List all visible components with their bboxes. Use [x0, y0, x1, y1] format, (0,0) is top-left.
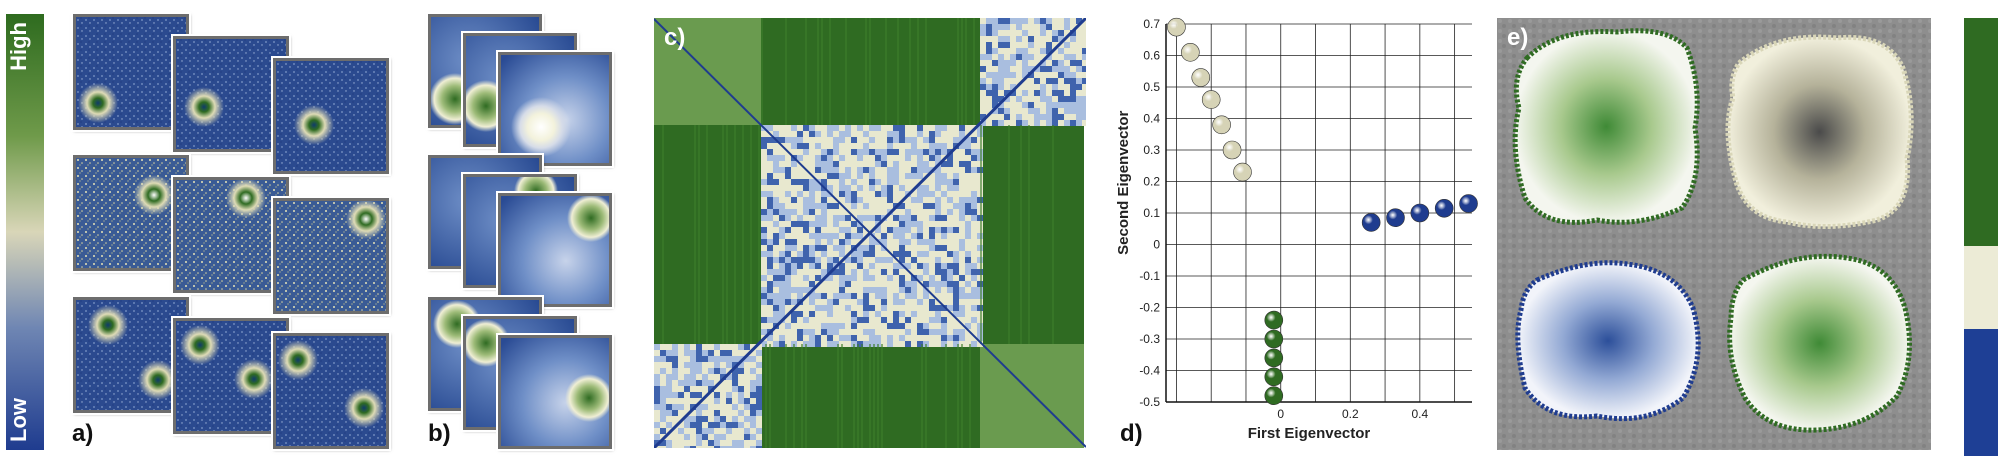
- scatter-point: [1222, 140, 1242, 160]
- scatter-point: [1264, 386, 1284, 406]
- y-tick-label: 0.3: [1143, 143, 1160, 157]
- green-cluster-blob: [1727, 253, 1912, 433]
- scatter-point: [1410, 203, 1430, 223]
- colorbar-high-label: High: [6, 22, 31, 71]
- scatter-point: [1264, 367, 1284, 387]
- cluster-color-legend-bar: [1964, 18, 1998, 456]
- y-tick-label: -0.3: [1139, 332, 1160, 346]
- eigenvector-scatter-plot: 0.7 0.6 0.5 0.4 0.3 0.2 0.1 0 -0.1 -0.2 -0.3 -0.4 -0…: [1115, 17, 1478, 442]
- x-axis-title: First Eigenvector: [1248, 425, 1371, 442]
- scatter-point: [1191, 68, 1211, 87]
- y-tick-label: 0.4: [1143, 112, 1160, 126]
- panel-b-thumbnail: [498, 335, 612, 449]
- y-tick-label: -0.5: [1139, 395, 1160, 409]
- panel-a-thumbnail: [73, 14, 189, 130]
- x-tick-label: 0.2: [1342, 407, 1359, 421]
- scatter-point: [1264, 348, 1284, 368]
- scatter-point: [1264, 310, 1284, 330]
- y-tick-label: 0: [1153, 238, 1160, 252]
- panel-a-thumbnail: [173, 36, 289, 152]
- y-tick-label: 0.6: [1143, 49, 1160, 63]
- scatter-point: [1167, 17, 1186, 37]
- scatter-point: [1233, 162, 1252, 182]
- scatter-point: [1459, 194, 1478, 213]
- x-tick-label: 0.4: [1411, 407, 1428, 421]
- y-tick-label: -0.2: [1139, 301, 1160, 315]
- panel-a-thumbnail: [73, 155, 189, 271]
- grid: [1165, 23, 1472, 403]
- panel-e-segmentation: e): [1497, 18, 1931, 450]
- panel-a-thumbnail: [273, 198, 389, 314]
- panel-b-thumbnail: [498, 52, 612, 166]
- scatter-point: [1386, 208, 1405, 228]
- legend-bar-segment: [1964, 246, 1998, 329]
- panel-a-label: a): [72, 420, 94, 447]
- panel-d-scatter: 0.7 0.6 0.5 0.4 0.3 0.2 0.1 0 -0.1 -0.2 -0.3 -0.4 -0…: [1104, 10, 1484, 460]
- panel-c-label: c): [664, 24, 686, 51]
- panel-d-label: d): [1120, 420, 1143, 447]
- panel-a-thumbnail: [73, 297, 189, 413]
- scatter-point: [1361, 213, 1381, 232]
- panel-c-similarity-matrix: c): [652, 16, 1088, 452]
- scatter-point: [1201, 90, 1221, 109]
- y-tick-label: 0.5: [1143, 80, 1160, 94]
- y-tick-label: -0.1: [1139, 269, 1160, 283]
- y-tick-label: 0.2: [1143, 175, 1160, 189]
- scatter-point: [1434, 198, 1454, 218]
- similarity-matrix-image: [652, 16, 1088, 452]
- panel-a-thumbnail: [273, 58, 389, 174]
- panel-a-thumbnail: [273, 333, 389, 449]
- y-tick-label: 0.7: [1143, 17, 1160, 31]
- scatter-point: [1212, 115, 1231, 135]
- y-tick-label: 0.1: [1143, 206, 1160, 220]
- panel-b-thumbnail: [498, 193, 612, 307]
- beige-cluster-blob: [1725, 34, 1914, 229]
- scatter-point: [1264, 329, 1284, 349]
- panel-e-label: e): [1507, 24, 1529, 51]
- y-tick-label: -0.4: [1139, 364, 1160, 378]
- colorbar: High Low: [6, 14, 44, 450]
- x-tick-label: 0: [1277, 407, 1284, 421]
- segmentation-image: [1497, 18, 1931, 450]
- panel-a-thumbnail: [173, 177, 289, 293]
- colorbar-low-label: Low: [6, 398, 31, 442]
- green-cluster-blob: [1512, 28, 1700, 225]
- panel-a-thumbnail: [173, 318, 289, 434]
- y-axis-title: Second Eigenvector: [1115, 111, 1132, 255]
- blue-cluster-blob: [1515, 260, 1701, 422]
- legend-bar-segment: [1964, 329, 1998, 456]
- legend-bar-segment: [1964, 18, 1998, 246]
- panel-b-label: b): [428, 420, 451, 447]
- scatter-point: [1181, 43, 1200, 62]
